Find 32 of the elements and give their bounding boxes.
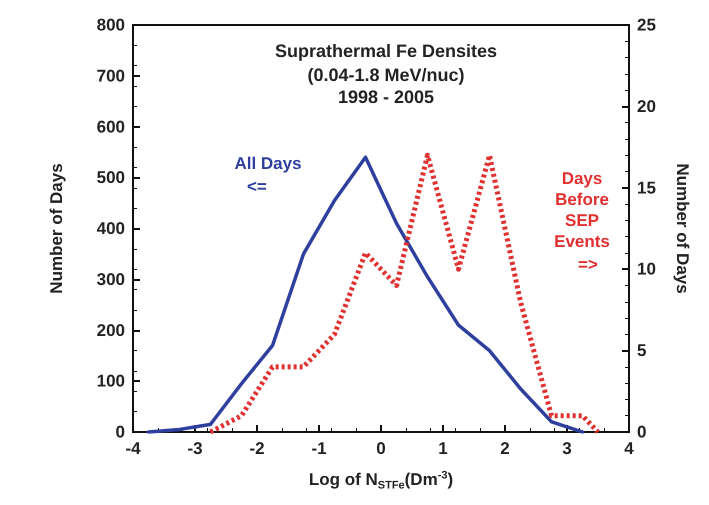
x-tick-label: 4 xyxy=(624,439,634,458)
y2-axis-title: Number of Days xyxy=(673,163,692,294)
text: All Days xyxy=(234,154,302,173)
y2-tick-label: 20 xyxy=(637,96,656,116)
y-tick-label: 700 xyxy=(96,66,125,86)
text: Days Before SEP Events xyxy=(554,169,610,251)
y-tick-label: 100 xyxy=(96,372,125,391)
y2-tick-label: 10 xyxy=(637,260,656,279)
y-axis-title: Number of Days xyxy=(47,163,66,294)
y-tick-label: 200 xyxy=(96,320,125,340)
y2-tick-label: 25 xyxy=(637,16,656,34)
y-tick-label: 500 xyxy=(96,168,125,188)
y2-tick-label: 15 xyxy=(637,178,656,198)
x-tick-label: 0 xyxy=(376,439,386,458)
y-tick-label: 300 xyxy=(96,270,125,289)
x-tick-label: -1 xyxy=(311,439,327,458)
y-tick-label: 600 xyxy=(96,117,125,136)
y2-tick-label: 5 xyxy=(637,341,646,360)
annotation: <= xyxy=(247,177,267,196)
x-tick-label: -3 xyxy=(187,439,203,458)
x-tick-label: 1 xyxy=(438,439,448,458)
x-tick-label: 3 xyxy=(562,439,572,458)
x-tick-label: -4 xyxy=(125,439,142,458)
y-tick-label: 400 xyxy=(96,219,125,238)
y2-tick-label: 0 xyxy=(637,422,646,442)
text: Suprathermal Fe Densites xyxy=(274,41,498,61)
x-tick-label: 2 xyxy=(500,439,510,458)
y-tick-label: 0 xyxy=(116,422,125,442)
annotation: => xyxy=(578,255,598,274)
y-tick-label: 800 xyxy=(96,16,125,34)
text: (0.04-1.8 MeV/nuc) 1998 - 2005 xyxy=(307,65,465,107)
x-tick-label: -2 xyxy=(249,439,265,458)
